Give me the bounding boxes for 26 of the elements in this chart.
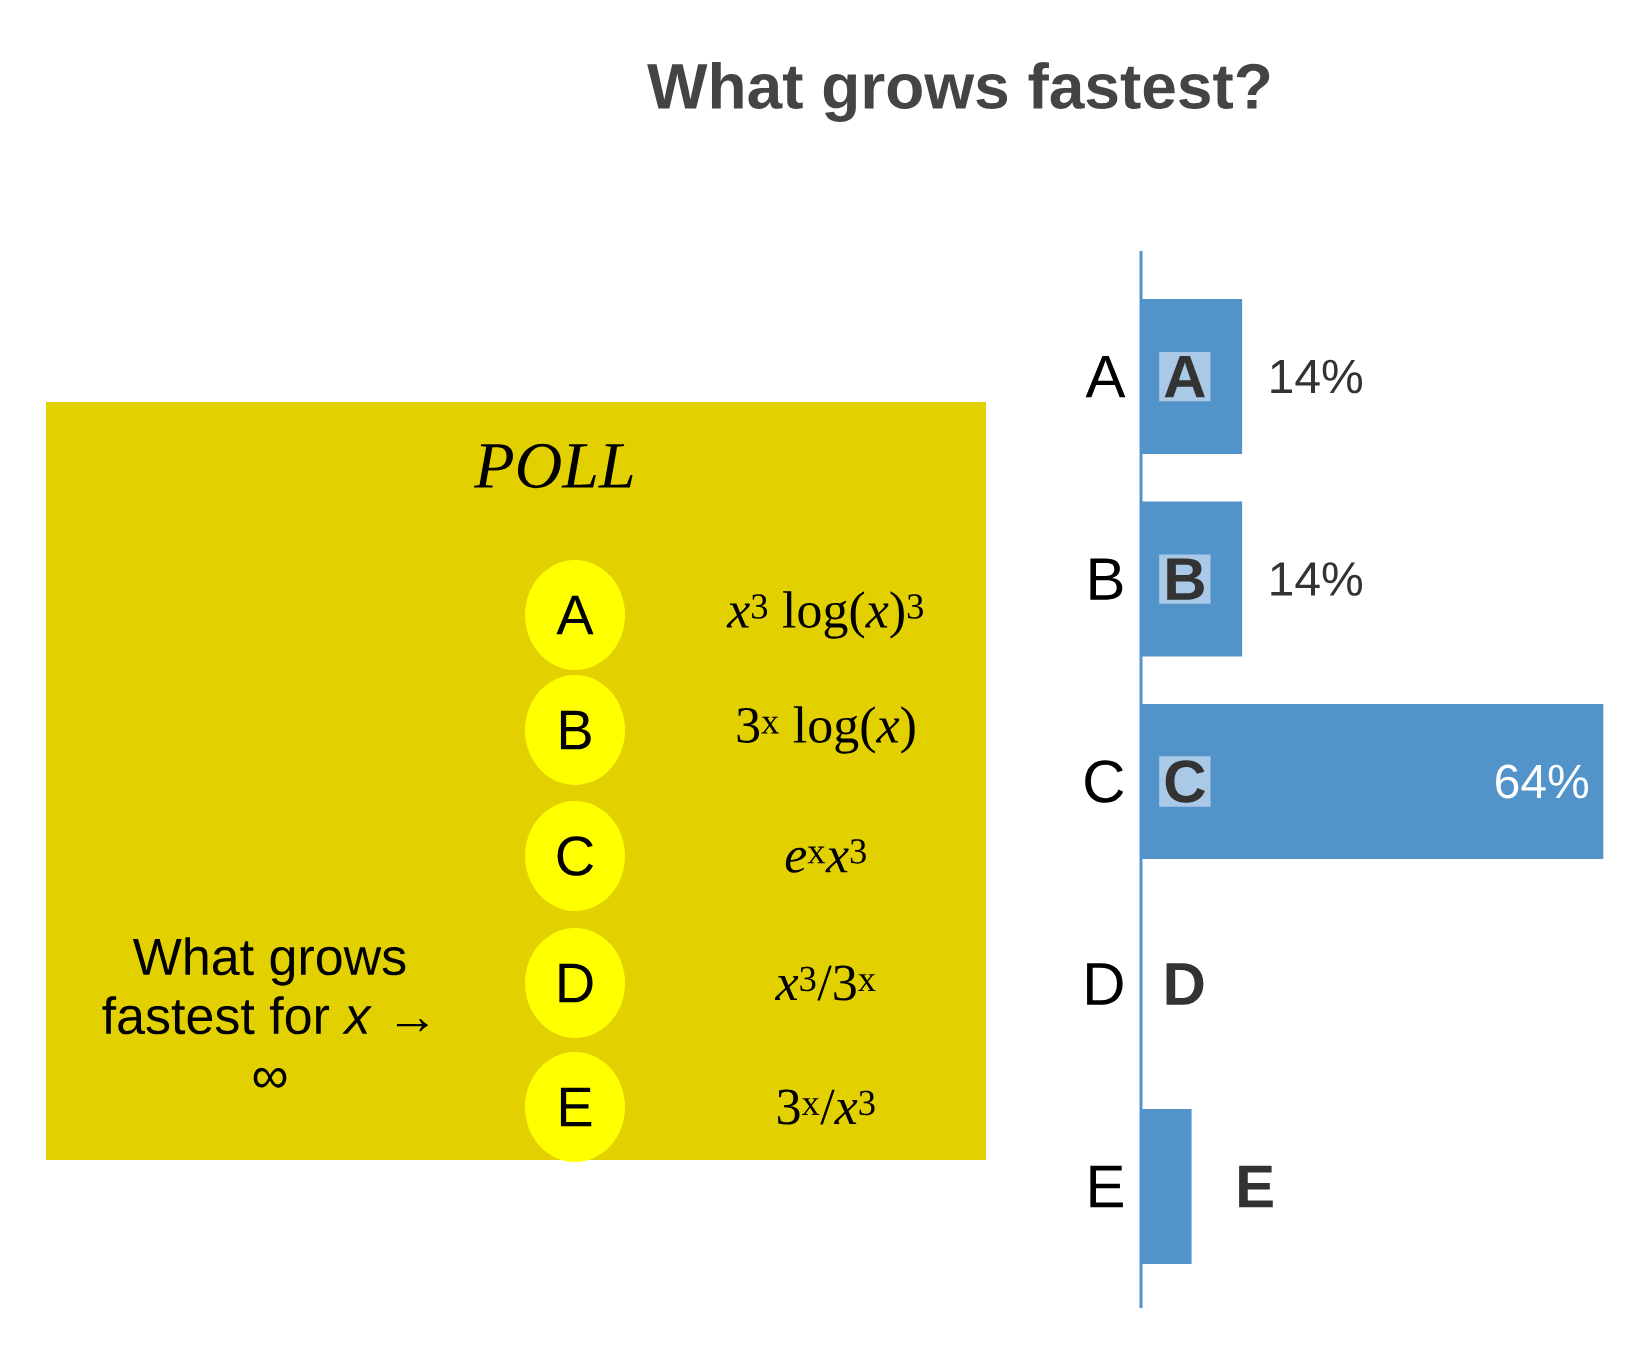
chart-title: What grows fastest? [647,62,1270,122]
category-label: E [560,1087,592,1127]
text: What grows fastest for x → ∞ [102,937,428,1088]
category-label: B [560,710,591,750]
text: 3$^{x}$ log(x) [737,706,915,754]
category-label: C [557,836,594,876]
y-tick-label: C [1085,760,1124,803]
category-label: D [559,963,593,1003]
data-label: 64% [1496,764,1589,799]
text: x$^{3}$/3$^{x}$ [774,965,876,1001]
data-label: 14% [1271,359,1363,394]
data-label: 14% [1271,562,1363,596]
text: x$^{3}$ log(x)$^{3}$ [726,591,923,639]
category-label: E [1239,1165,1273,1208]
text: 3$^{x}$/x$^{3}$ [778,1089,875,1125]
y-tick-label: A [1085,355,1126,398]
text: e$^{x}$x$^{3}$ [785,839,866,873]
y-tick-label: B [1090,558,1123,600]
category-label: D [1166,963,1204,1005]
y-tick-label: D [1087,963,1123,1005]
category-label: A [556,595,594,635]
y-tick-label: E [1090,1165,1123,1208]
category-label: C [1165,760,1205,803]
text: POLL [473,443,633,489]
category-label: B [1167,558,1204,600]
category-label: A [1164,355,1205,398]
